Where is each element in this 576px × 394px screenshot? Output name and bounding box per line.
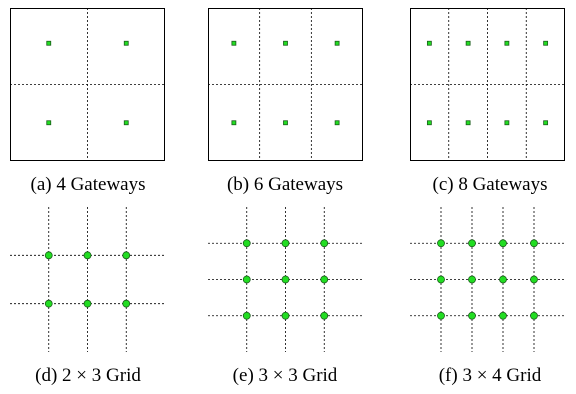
- grid-node-marker: [44, 299, 53, 308]
- grid-node-marker: [320, 239, 329, 248]
- panel-b-diagram: [208, 8, 363, 161]
- gateway-marker: [334, 40, 340, 46]
- grid-node-marker: [281, 311, 290, 320]
- grid-node-marker: [122, 299, 131, 308]
- grid-node-marker: [468, 311, 476, 320]
- grid-node-marker: [437, 275, 445, 284]
- gateway-marker: [283, 40, 288, 46]
- grid-node-marker: [320, 311, 329, 320]
- grid-node-marker: [281, 275, 290, 284]
- gateway-marker: [504, 120, 510, 126]
- grid-node-marker: [530, 311, 538, 320]
- grid-node-marker: [468, 275, 476, 284]
- panel-d-caption: (d) 2 × 3 Grid: [35, 365, 141, 386]
- gateway-marker: [231, 120, 237, 126]
- grid-node-marker: [499, 239, 507, 248]
- gateway-marker: [504, 40, 510, 46]
- grid-node-marker: [530, 239, 538, 248]
- gateway-marker: [231, 40, 237, 46]
- grid-node-marker: [281, 239, 290, 248]
- panel-f-caption: (f) 3 × 4 Grid: [438, 365, 542, 386]
- panel-e-grid-diagram: [208, 207, 363, 352]
- gateway-marker: [46, 40, 52, 46]
- grid-node-marker: [242, 275, 251, 284]
- grid-node-marker: [242, 239, 251, 248]
- gateway-marker: [543, 40, 549, 46]
- grid-node-marker: [320, 275, 329, 284]
- grid-node-marker: [437, 239, 445, 248]
- gateway-marker: [123, 40, 129, 46]
- gateway-marker: [426, 40, 432, 46]
- gateway-marker: [334, 120, 340, 126]
- gateway-marker: [543, 120, 549, 126]
- gateway-marker: [426, 120, 432, 126]
- grid-node-marker: [242, 311, 251, 320]
- grid-node-marker: [44, 251, 53, 260]
- grid-node-marker: [468, 239, 476, 248]
- grid-node-marker: [437, 311, 445, 320]
- grid-node-marker: [83, 299, 92, 308]
- grid-node-marker: [122, 251, 131, 260]
- panel-a-diagram: [10, 8, 165, 161]
- gateway-marker: [123, 120, 129, 126]
- gateway-marker: [46, 120, 52, 126]
- gateway-marker: [465, 120, 471, 126]
- panel-c-diagram: [410, 8, 565, 161]
- grid-node-marker: [499, 275, 507, 284]
- grid-node-marker: [530, 275, 538, 284]
- grid-node-marker: [499, 311, 507, 320]
- gateway-marker: [283, 120, 288, 126]
- panel-a-caption: (a) 4 Gateways: [30, 174, 146, 195]
- panel-c-caption: (c) 8 Gateways: [432, 174, 548, 195]
- panel-d-grid-diagram: [10, 207, 165, 352]
- panel-e-caption: (e) 3 × 3 Grid: [232, 365, 338, 386]
- grid-node-marker: [83, 251, 92, 260]
- panel-f-grid-diagram: [410, 207, 565, 352]
- gateway-marker: [465, 40, 471, 46]
- panel-b-caption: (b) 6 Gateways: [226, 174, 344, 195]
